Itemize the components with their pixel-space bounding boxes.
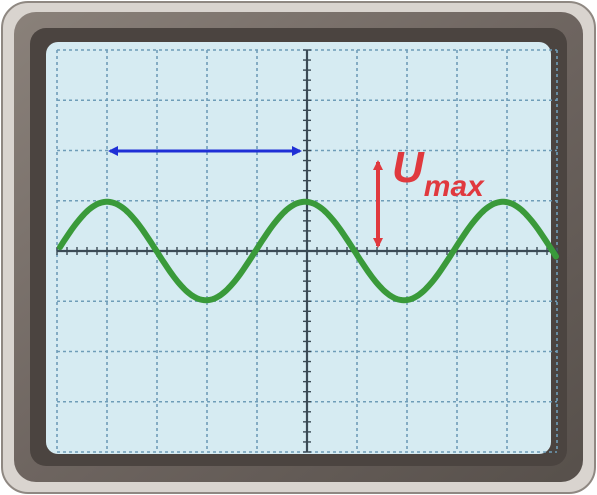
sine-waveform [57, 198, 559, 304]
amplitude-symbol: U [392, 143, 425, 192]
screen [46, 42, 551, 454]
amplitude-label: Umax [392, 143, 485, 203]
amplitude-subscript: max [424, 170, 485, 203]
